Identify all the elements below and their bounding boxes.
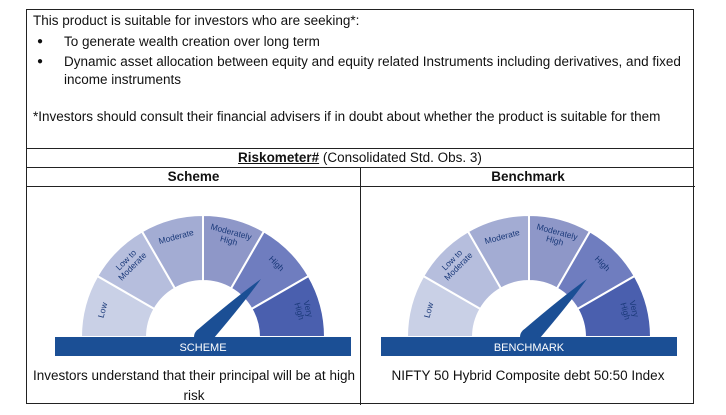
benchmark-caption: NIFTY 50 Hybrid Composite debt 50:50 Ind… xyxy=(391,368,665,383)
riskometer-subtitle: (Consolidated Std. Obs. 3) xyxy=(319,150,482,165)
meter-label-1: Low xyxy=(422,300,436,318)
meter-name: SCHEME xyxy=(179,342,226,354)
riskometer-title-row: Riskometer# (Consolidated Std. Obs. 3) xyxy=(27,149,693,168)
meter-label-band xyxy=(381,337,677,356)
meter-label-1: Low xyxy=(96,300,110,318)
suitability-note: *Investors should consult their financia… xyxy=(33,109,661,124)
riskometer-title: Riskometer# xyxy=(238,150,320,165)
benchmark-heading: Benchmark xyxy=(361,168,695,187)
scheme-caption: Investors understand that their principa… xyxy=(33,368,355,403)
meter-name: BENCHMARK xyxy=(494,342,565,354)
scheme-heading: Scheme xyxy=(27,168,361,187)
meter-label-6: VeryHigh xyxy=(619,299,642,321)
meter-needle xyxy=(196,279,261,344)
suitability-section: This product is suitable for investors w… xyxy=(27,10,693,149)
suitability-bullet-1: To generate wealth creation over long te… xyxy=(27,33,684,51)
suitability-bullet-2: Dynamic asset allocation between equity … xyxy=(27,53,684,89)
column-divider xyxy=(360,187,361,405)
meter-label-band xyxy=(55,337,351,356)
product-info-box: This product is suitable for investors w… xyxy=(26,9,695,405)
suitability-list: To generate wealth creation over long te… xyxy=(27,33,684,91)
suitability-intro: This product is suitable for investors w… xyxy=(33,13,360,28)
meter-label-6: VeryHigh xyxy=(293,299,316,321)
meter-needle xyxy=(522,279,587,344)
